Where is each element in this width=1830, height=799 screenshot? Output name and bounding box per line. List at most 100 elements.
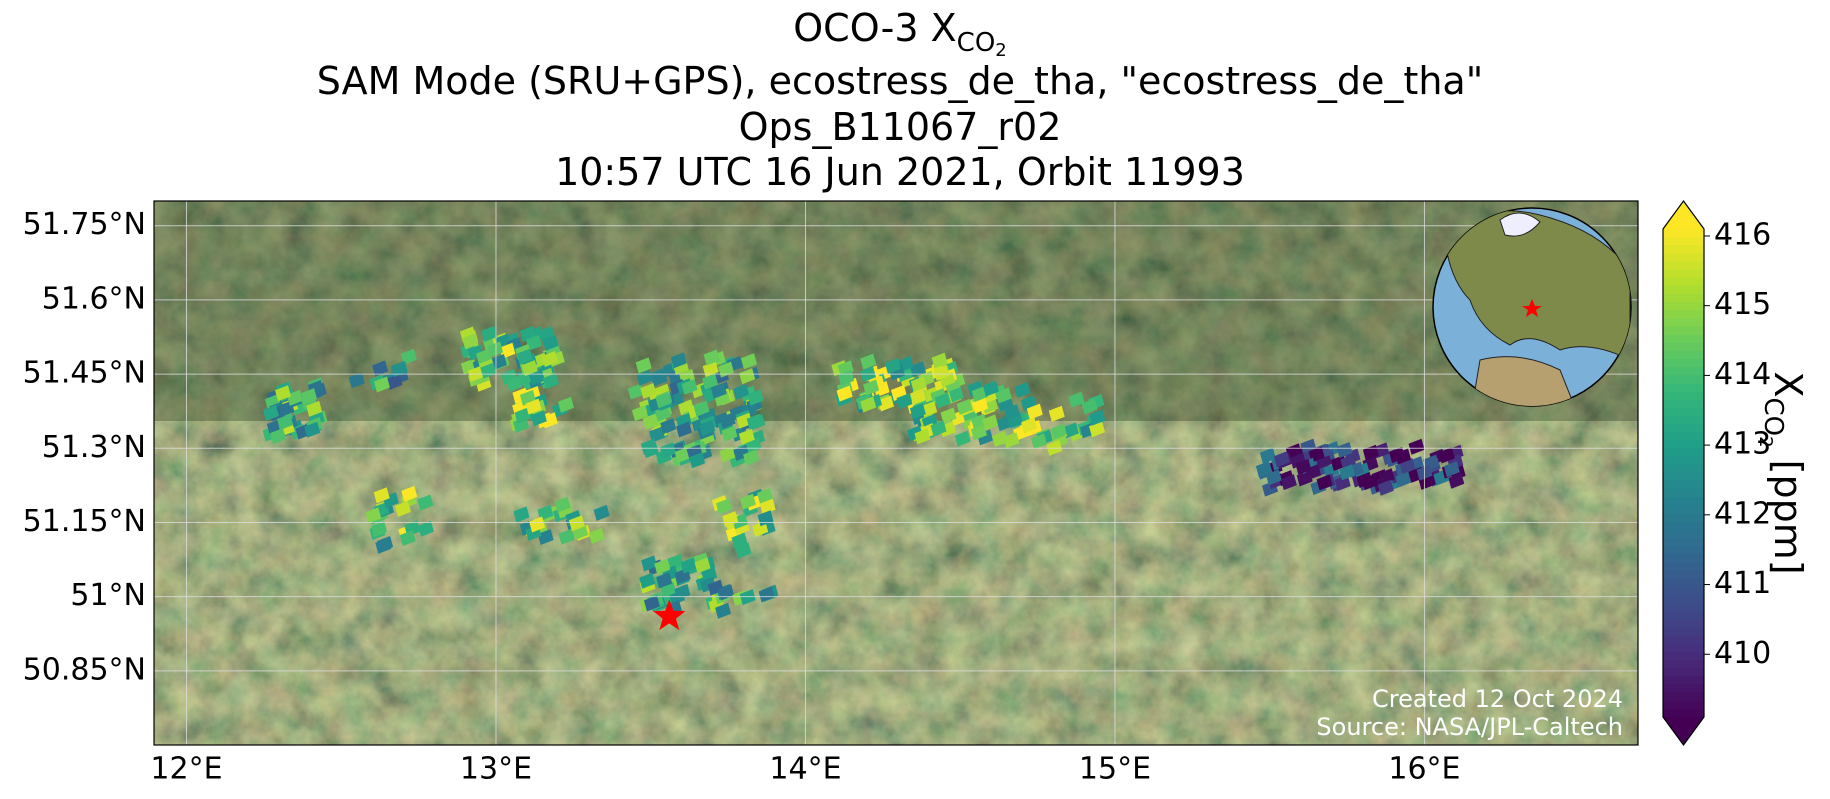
colorbar-step [1663, 326, 1704, 336]
colorbar-label: XCO2 [ppm] [1755, 371, 1810, 574]
colorbar-step [1663, 627, 1704, 637]
sounding [654, 405, 671, 422]
sounding [365, 507, 382, 524]
colorbar-step [1663, 440, 1704, 450]
sounding [516, 348, 533, 365]
colorbar-step [1663, 489, 1704, 498]
sounding [674, 447, 691, 464]
sounding [487, 341, 504, 358]
sounding [304, 421, 321, 438]
sounding [1295, 458, 1312, 475]
globe-star [1522, 299, 1542, 317]
colorbar-step [1663, 513, 1704, 523]
sounding [1259, 447, 1276, 464]
sounding [1395, 471, 1412, 488]
colorbar-step [1663, 684, 1704, 694]
subtitle: SAM Mode (SRU+GPS), ecostress_de_tha, "e… [317, 59, 1483, 103]
sounding [525, 334, 542, 351]
colorbar-step [1663, 481, 1704, 490]
sounding [736, 412, 753, 429]
colorbar-step [1663, 237, 1704, 246]
sounding [418, 520, 435, 537]
sounding [525, 398, 542, 415]
sounding [940, 407, 957, 424]
sounding [972, 397, 989, 414]
colorbar-step [1663, 269, 1704, 279]
sounding [417, 494, 434, 511]
colorbar-extend [1663, 717, 1704, 745]
y-tick-label: 51.45°N [23, 356, 146, 391]
sounding [909, 361, 926, 378]
colorbar-step [1663, 603, 1704, 612]
colorbar-step [1663, 497, 1704, 507]
y-tick-label: 51°N [70, 578, 146, 613]
colorbar-step [1663, 351, 1704, 360]
sounding [694, 557, 711, 574]
sounding [588, 527, 605, 544]
sounding [394, 500, 411, 517]
sounding [1316, 474, 1333, 491]
sounding [1030, 433, 1047, 450]
sounding [513, 506, 530, 523]
sounding [554, 496, 571, 513]
colorbar-tick-label: 415 [1714, 287, 1771, 322]
sounding [884, 357, 901, 374]
cbar-label-sub: CO [1758, 397, 1788, 436]
sounding [1361, 474, 1378, 491]
title-text: OCO-3 X [793, 6, 956, 50]
sounding [1338, 464, 1355, 481]
colorbar-step [1663, 432, 1704, 442]
cbar-label-text: X [1766, 371, 1810, 397]
colorbar-extend [1663, 201, 1704, 229]
sounding [681, 378, 698, 395]
colorbar: 410 411 412 413 414 415 416 [1662, 199, 1771, 747]
sounding [759, 498, 776, 515]
sounding [654, 558, 671, 575]
sounding [541, 351, 558, 368]
sounding [400, 348, 417, 365]
ice [1499, 212, 1541, 237]
sounding [982, 414, 999, 431]
colorbar-step [1663, 635, 1704, 645]
sounding [739, 368, 756, 385]
sounding [757, 487, 774, 504]
y-tick-label: 51.6°N [42, 281, 146, 316]
subtitle: 10:57 UTC 16 Jun 2021, Orbit 11993 [555, 150, 1245, 194]
colorbar-step [1663, 668, 1704, 677]
sounding [699, 419, 716, 436]
sounding [731, 532, 748, 549]
colorbar-step [1663, 538, 1704, 547]
colorbar-step [1663, 342, 1704, 352]
colorbar-step [1663, 562, 1704, 572]
colorbar-step [1663, 554, 1704, 564]
sounding [1089, 409, 1106, 426]
sounding [909, 403, 926, 420]
sounding [593, 504, 610, 521]
sounding [860, 353, 877, 370]
colorbar-step [1663, 334, 1704, 344]
sounding [301, 388, 318, 405]
map-border [153, 200, 1639, 746]
sounding [627, 383, 644, 400]
sounding [635, 357, 652, 374]
sounding [660, 442, 677, 459]
sounding [836, 385, 853, 402]
sounding [372, 360, 389, 377]
sounding [1026, 403, 1043, 420]
sounding [1443, 461, 1460, 478]
sounding [373, 376, 390, 393]
sounding [947, 386, 964, 403]
sounding [716, 498, 733, 515]
sounding [715, 602, 732, 619]
sounding [1014, 382, 1031, 399]
sounding [758, 586, 775, 603]
sounding [660, 418, 677, 435]
sounding [930, 420, 947, 437]
colorbar-step [1663, 229, 1704, 238]
globe-inset [1432, 207, 1632, 407]
sounding [971, 385, 988, 402]
sounding [506, 375, 523, 392]
sounding [1280, 474, 1297, 491]
sounding [971, 424, 988, 441]
